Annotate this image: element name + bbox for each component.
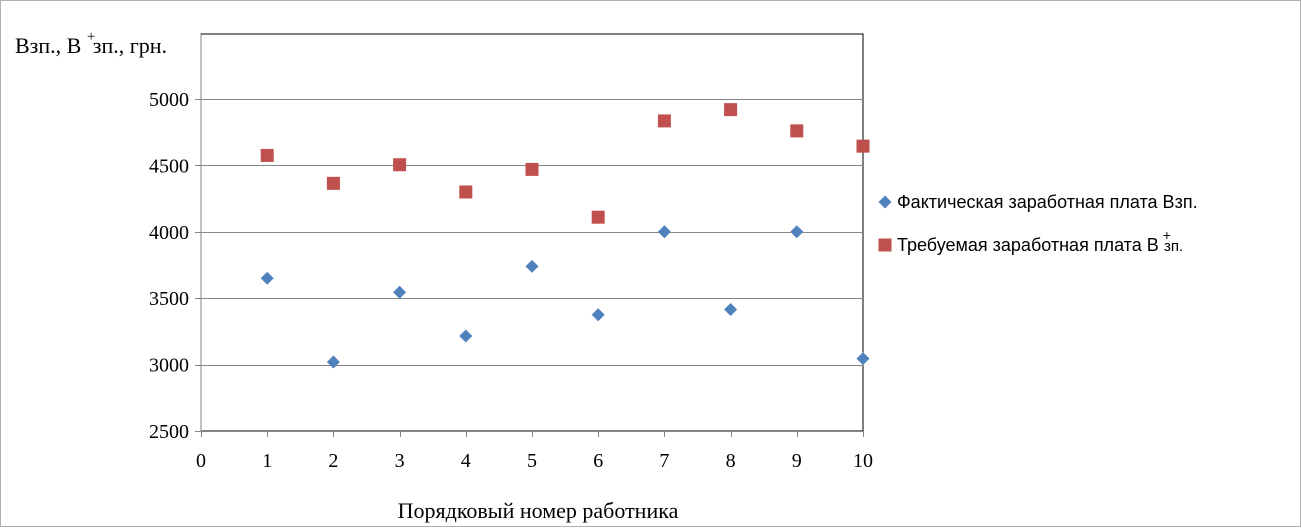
x-axis-title: Порядковый номер работника xyxy=(398,498,679,523)
square-point-4 xyxy=(459,185,473,199)
square-point-1 xyxy=(260,148,274,162)
diamond-point-4 xyxy=(459,329,473,343)
diamond-point-5 xyxy=(525,259,539,273)
y-axis-title-rest: зп., грн. xyxy=(93,33,167,58)
legend-label-diamond: Фактическая заработная плата Взп. xyxy=(897,192,1198,212)
x-tick-label-8: 8 xyxy=(726,450,736,472)
legend-marker-diamond xyxy=(878,195,892,209)
x-tick-label-0: 0 xyxy=(196,450,206,472)
legend-marker-square xyxy=(878,238,892,252)
square-point-8 xyxy=(724,103,738,117)
square-point-10 xyxy=(856,139,870,153)
gridlines xyxy=(201,99,863,366)
legend-label-sub: зп. xyxy=(1164,238,1183,255)
x-tick-label-4: 4 xyxy=(461,450,471,472)
diamond-point-7 xyxy=(657,225,671,239)
diamond-point-10 xyxy=(856,352,870,366)
legend: Фактическая заработная плата Взп. Требуем… xyxy=(878,192,1198,255)
square-point-3 xyxy=(393,158,407,172)
y-tick-label-3000: 3000 xyxy=(149,355,189,377)
legend-label-square: Требуемая заработная плата В + зп. xyxy=(897,227,1183,255)
y-tick-labels: 2500 3000 3500 4000 4500 5000 xyxy=(149,89,189,443)
diamond-point-8 xyxy=(724,302,738,316)
series-diamond xyxy=(260,225,870,369)
y-tick-label-3500: 3500 xyxy=(149,288,189,310)
y-axis-title-main: Взп., В xyxy=(15,33,81,58)
square-point-6 xyxy=(591,210,605,224)
x-tick-label-10: 10 xyxy=(853,450,873,472)
diamond-point-9 xyxy=(790,225,804,239)
y-tick-label-4000: 4000 xyxy=(149,222,189,244)
diamond-point-3 xyxy=(393,285,407,299)
y-axis-title: Взп., В + зп., грн. xyxy=(15,21,167,58)
square-point-7 xyxy=(657,114,671,128)
data-series xyxy=(260,103,870,369)
x-tick-label-1: 1 xyxy=(262,450,272,472)
x-tick-label-5: 5 xyxy=(527,450,537,472)
y-axis-title-sup: + xyxy=(87,29,95,45)
x-tick-label-2: 2 xyxy=(328,450,338,472)
axes xyxy=(195,34,864,437)
x-tick-label-3: 3 xyxy=(395,450,405,472)
legend-label-main: Требуемая заработная плата В xyxy=(897,235,1159,255)
series-square xyxy=(260,103,870,224)
y-tick-label-2500: 2500 xyxy=(149,421,189,443)
diamond-point-2 xyxy=(326,355,340,369)
square-point-5 xyxy=(525,162,539,176)
diamond-point-1 xyxy=(260,271,274,285)
legend-label-main: Фактическая заработная плата Взп. xyxy=(897,192,1198,212)
x-tick-labels: 0 1 2 3 4 5 6 7 8 9 10 xyxy=(196,450,873,472)
diamond-point-6 xyxy=(591,308,605,322)
x-tick-label-6: 6 xyxy=(593,450,603,472)
legend-label-sup: + xyxy=(1163,227,1171,243)
x-tick-label-7: 7 xyxy=(659,450,669,472)
square-point-2 xyxy=(326,176,340,190)
y-tick-label-4500: 4500 xyxy=(149,155,189,177)
y-tick-label-5000: 5000 xyxy=(149,89,189,111)
x-tick-label-9: 9 xyxy=(792,450,802,472)
square-point-9 xyxy=(790,124,804,138)
